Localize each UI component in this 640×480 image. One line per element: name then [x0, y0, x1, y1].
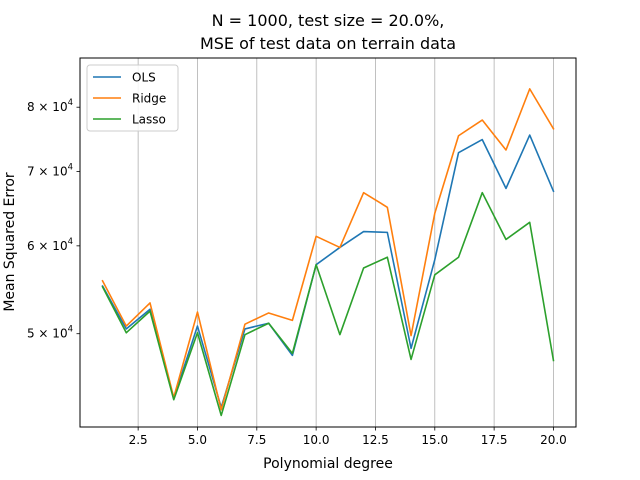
legend-label-ols: OLS — [132, 71, 156, 85]
x-tick-label: 20.0 — [540, 433, 567, 447]
y-axis-label: Mean Squared Error — [2, 172, 18, 312]
x-tick-label: 7.5 — [247, 433, 266, 447]
y-tick-label: 5 × 104 — [27, 325, 73, 341]
chart-title-line-1: N = 1000, test size = 20.0%, — [212, 11, 445, 30]
series-line-lasso — [101, 191, 555, 417]
legend-label-lasso: Lasso — [132, 113, 166, 127]
legend-box — [86, 64, 179, 132]
plot-frame — [79, 57, 577, 428]
y-tick-label: 8 × 104 — [27, 98, 73, 114]
x-tick-label: 2.5 — [129, 433, 148, 447]
x-axis-label: Polynomial degree — [263, 456, 393, 472]
legend: OLS Ridge Lasso — [86, 64, 179, 132]
y-tick-label: 7 × 104 — [27, 163, 73, 179]
x-tick-label: 5.0 — [188, 433, 207, 447]
x-axis-ticks: 2.5 5.0 7.5 10.0 12.5 15.0 17.5 20.0 — [129, 427, 567, 447]
x-tick-label: 12.5 — [362, 433, 389, 447]
x-tick-label: 15.0 — [421, 433, 448, 447]
chart-title-line-2: MSE of test data on terrain data — [200, 34, 456, 53]
legend-label-ridge: Ridge — [132, 92, 166, 106]
series-lines — [101, 88, 555, 417]
y-axis-ticks: 5 × 104 6 × 104 7 × 104 8 × 104 — [27, 98, 80, 341]
y-tick-label: 6 × 104 — [27, 237, 73, 253]
x-tick-label: 10.0 — [303, 433, 330, 447]
series-line-ridge — [101, 88, 555, 411]
x-tick-label: 17.5 — [481, 433, 508, 447]
